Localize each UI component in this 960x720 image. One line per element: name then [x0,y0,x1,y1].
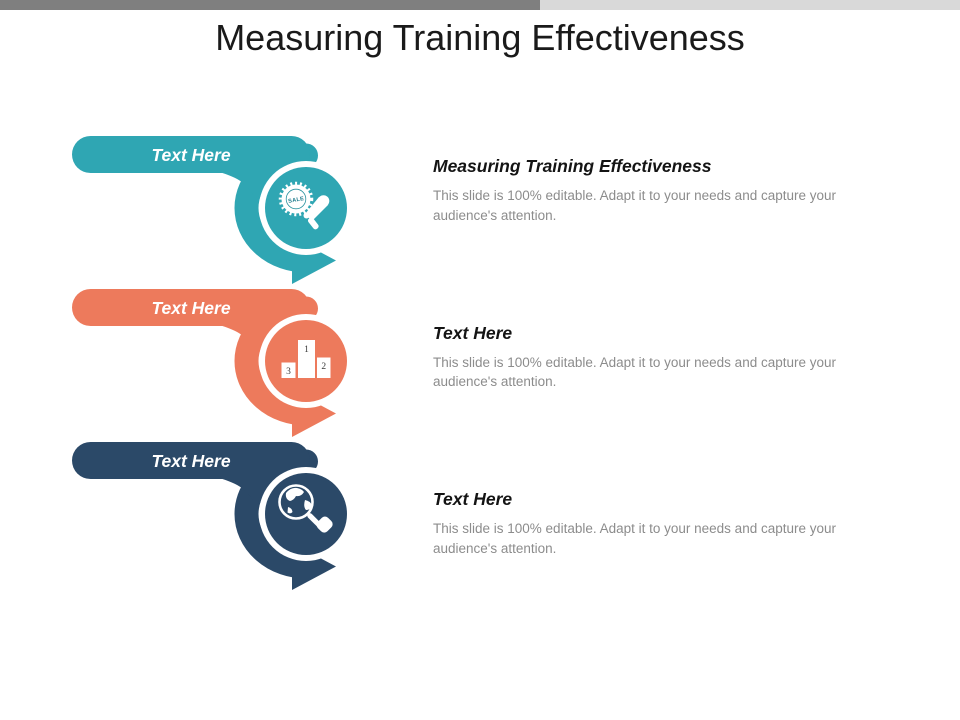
text-block-2-heading: Text Here [433,322,513,343]
svg-text:1: 1 [304,345,309,355]
arrow-shape-1: SALE Text Here [72,136,353,284]
item-3-label: Text Here [151,451,230,471]
globe-click-icon [278,484,333,533]
text-block-1-heading: Measuring Training Effectiveness [433,156,712,176]
svg-text:3: 3 [286,367,291,377]
svg-text:2: 2 [321,362,326,372]
process-arrow-item-1: SALE Text Here [58,127,358,285]
item-2-label: Text Here [151,298,230,318]
svg-text:SALE: SALE [288,196,305,205]
text-block-2-body: This slide is 100% editable. Adapt it to… [433,354,836,390]
text-block-3-heading: Text Here [433,489,513,509]
top-accent-bar-light [540,0,960,10]
text-block-1-body: This slide is 100% editable. Adapt it to… [433,188,836,223]
text-block-3: Text Here This slide is 100% editable. A… [433,489,913,558]
process-arrow-item-3: Text Here [58,433,358,591]
process-arrow-item-2: 3 1 2 Text Here [58,280,358,438]
text-block-2: Text Here This slide is 100% editable. A… [433,323,913,392]
page-title: Measuring Training Effectiveness [215,17,745,58]
arrow-shape-3: Text Here [72,442,353,590]
top-accent-bar-dark [0,0,540,10]
item-1-label: Text Here [151,145,230,165]
arrow-shape-2: 3 1 2 Text Here [72,289,353,437]
text-block-3-body: This slide is 100% editable. Adapt it to… [433,521,836,556]
text-block-1: Measuring Training Effectiveness This sl… [433,156,913,225]
winners-podium-icon: 3 1 2 [281,340,331,378]
sale-badge-megaphone-icon: SALE [278,181,330,230]
